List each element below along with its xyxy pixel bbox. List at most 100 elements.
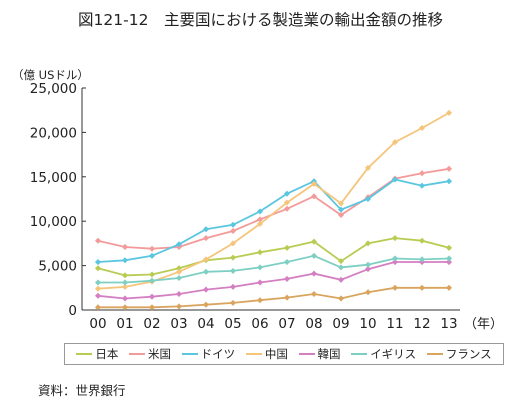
series-line <box>98 254 450 284</box>
data-point <box>310 270 318 277</box>
data-point <box>175 268 183 275</box>
x-tick-label: 12 <box>413 316 430 332</box>
legend-label: 韓国 <box>317 347 341 361</box>
data-point <box>418 182 426 189</box>
data-point <box>148 271 156 278</box>
legend-label: フランス <box>445 347 492 361</box>
data-point <box>418 124 426 131</box>
x-tick-label: 05 <box>224 316 241 332</box>
data-point <box>391 284 399 291</box>
data-point <box>418 284 426 291</box>
data-point <box>175 303 183 310</box>
series-line <box>97 178 450 263</box>
x-tick-label: 10 <box>359 316 376 332</box>
legend-swatch <box>351 353 368 355</box>
data-point <box>229 221 237 228</box>
data-point <box>391 259 399 266</box>
data-point <box>364 240 372 247</box>
data-point <box>148 252 156 259</box>
x-tick-label: 09 <box>332 316 349 332</box>
chart-title: 図121-12 主要国における製造業の輸出金額の推移 <box>78 11 443 29</box>
data-point <box>283 275 291 282</box>
legend-item: 韓国 <box>298 346 341 362</box>
series-line <box>98 286 449 309</box>
legend-label: 日本 <box>95 347 119 361</box>
data-point <box>229 267 237 274</box>
data-point <box>175 275 183 282</box>
data-point <box>121 295 129 302</box>
x-tick-label: 06 <box>251 316 268 332</box>
x-tick-label: 02 <box>143 316 160 332</box>
data-point <box>256 208 264 215</box>
x-tick-label: 01 <box>116 316 133 332</box>
series-line <box>97 237 450 277</box>
x-axis-unit-label: （年） <box>464 317 504 332</box>
data-point <box>337 206 345 213</box>
data-point <box>283 190 291 197</box>
x-tick-label: 04 <box>197 316 214 332</box>
data-point <box>256 264 264 271</box>
data-point <box>94 304 102 311</box>
data-point <box>337 276 345 283</box>
data-point <box>445 244 453 251</box>
x-tick-label: 03 <box>170 316 187 332</box>
data-point <box>229 240 237 247</box>
data-point <box>202 286 210 293</box>
series-line <box>97 261 449 300</box>
data-point <box>337 295 345 302</box>
data-point <box>364 261 372 268</box>
data-point <box>310 238 318 245</box>
y-axis-unit-label: （億 USドル） <box>12 68 89 82</box>
data-point <box>445 259 453 266</box>
data-point <box>445 178 453 185</box>
data-point <box>175 241 183 248</box>
y-tick-label: 20,000 <box>30 125 77 141</box>
legend-item: ドイツ <box>181 346 235 362</box>
data-point <box>148 277 156 284</box>
legend-item: 日本 <box>76 346 118 362</box>
data-point <box>229 254 237 261</box>
data-point <box>94 265 102 272</box>
x-tick-label: 00 <box>89 316 106 332</box>
data-point <box>445 255 453 262</box>
legend-swatch <box>245 353 262 355</box>
data-point <box>391 176 399 183</box>
data-point <box>256 249 264 256</box>
data-point <box>391 235 399 242</box>
data-point <box>310 290 318 298</box>
data-point <box>256 279 264 286</box>
data-point <box>148 293 156 300</box>
y-tick-label: 5,000 <box>38 259 77 275</box>
data-point <box>337 258 345 265</box>
legend-swatch <box>181 353 198 355</box>
data-point <box>337 211 345 219</box>
data-point <box>364 195 372 203</box>
data-point <box>310 193 318 200</box>
data-point <box>391 255 399 262</box>
data-point <box>121 257 129 264</box>
y-tick-label: 10,000 <box>30 214 77 230</box>
data-point <box>229 227 237 234</box>
data-point <box>121 304 129 311</box>
data-point <box>418 237 426 244</box>
data-point <box>202 235 210 242</box>
x-tick-label: 11 <box>386 316 403 332</box>
data-point <box>337 264 345 271</box>
data-point <box>310 252 318 259</box>
y-tick-label: 0 <box>68 303 77 319</box>
legend-swatch <box>426 353 443 355</box>
legend-item: 中国 <box>245 346 288 362</box>
data-point <box>364 289 372 296</box>
data-point <box>337 200 345 207</box>
data-point <box>283 199 291 206</box>
data-point <box>445 284 453 291</box>
legend-swatch <box>298 353 315 355</box>
data-point <box>202 256 210 263</box>
data-point <box>121 279 129 286</box>
data-point <box>283 205 291 212</box>
legend-label: 米国 <box>148 347 171 361</box>
data-point <box>283 259 291 266</box>
legend-swatch <box>129 353 145 355</box>
data-point <box>283 294 291 301</box>
